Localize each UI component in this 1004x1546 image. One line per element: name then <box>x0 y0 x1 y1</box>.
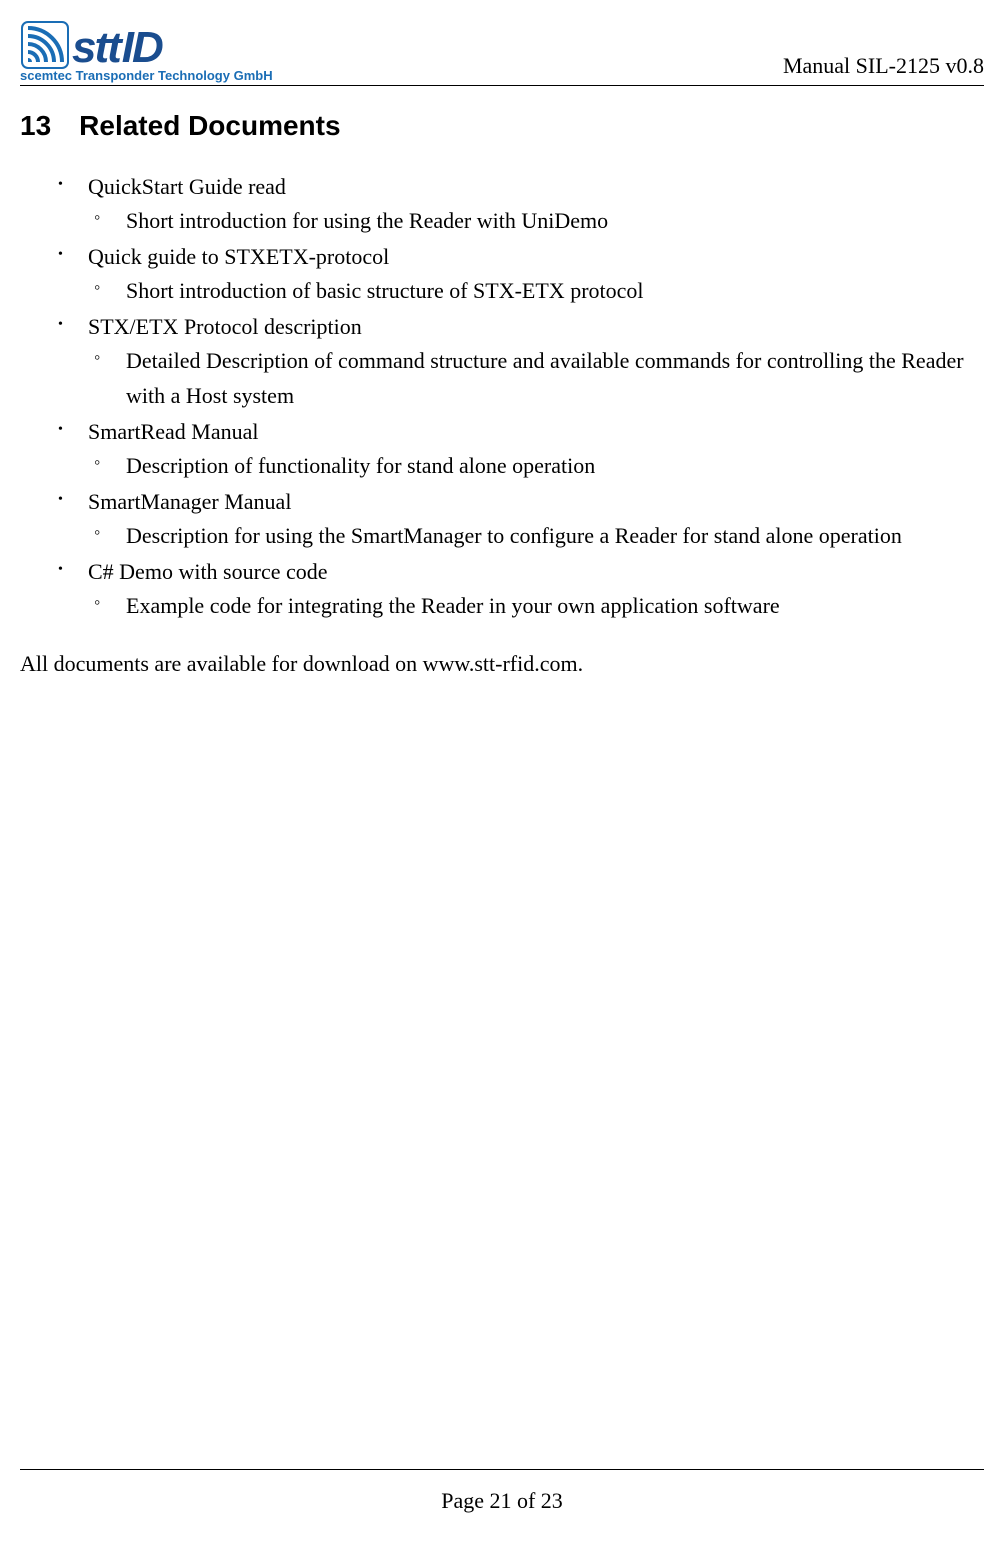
sub-list: Description for using the SmartManager t… <box>88 519 984 553</box>
page-content: 13 Related Documents QuickStart Guide rea… <box>20 110 984 1469</box>
list-item-title: STX/ETX Protocol description <box>88 314 362 339</box>
list-item-title: Quick guide to STXETX-protocol <box>88 244 389 269</box>
logo: sttID scemtec Transponder Technology Gmb… <box>20 20 273 83</box>
section-title: Related Documents <box>79 110 340 141</box>
list-item: SmartManager Manual Description for usin… <box>58 485 984 553</box>
page-number: Page 21 of 23 <box>441 1488 563 1513</box>
sub-item: Example code for integrating the Reader … <box>88 589 984 623</box>
logo-subtitle: scemtec Transponder Technology GmbH <box>20 68 273 83</box>
list-item: STX/ETX Protocol description Detailed De… <box>58 310 984 412</box>
sub-list: Example code for integrating the Reader … <box>88 589 984 623</box>
sub-list: Description of functionality for stand a… <box>88 449 984 483</box>
list-item: C# Demo with source code Example code fo… <box>58 555 984 623</box>
sub-item: Short introduction for using the Reader … <box>88 204 984 238</box>
document-title: Manual SIL-2125 v0.8 <box>783 53 984 83</box>
sub-list: Detailed Description of command structur… <box>88 344 984 412</box>
logo-text-suffix: ID <box>122 26 162 70</box>
sub-list: Short introduction for using the Reader … <box>88 204 984 238</box>
rfid-wave-icon <box>20 20 70 70</box>
page-footer: Page 21 of 23 <box>20 1469 984 1546</box>
section-number: 13 <box>20 110 51 142</box>
list-item: Quick guide to STXETX-protocol Short int… <box>58 240 984 308</box>
closing-paragraph: All documents are available for download… <box>20 651 984 677</box>
list-item-title: C# Demo with source code <box>88 559 328 584</box>
list-item: SmartRead Manual Description of function… <box>58 415 984 483</box>
sub-item: Description for using the SmartManager t… <box>88 519 984 553</box>
page-header: sttID scemtec Transponder Technology Gmb… <box>20 20 984 86</box>
sub-item: Description of functionality for stand a… <box>88 449 984 483</box>
sub-list: Short introduction of basic structure of… <box>88 274 984 308</box>
section-heading: 13 Related Documents <box>20 110 984 142</box>
logo-top-row: sttID <box>20 20 162 70</box>
page-container: sttID scemtec Transponder Technology Gmb… <box>0 0 1004 1546</box>
list-item-title: SmartManager Manual <box>88 489 291 514</box>
sub-item: Short introduction of basic structure of… <box>88 274 984 308</box>
sub-item: Detailed Description of command structur… <box>88 344 984 412</box>
list-item: QuickStart Guide read Short introduction… <box>58 170 984 238</box>
list-item-title: QuickStart Guide read <box>88 174 286 199</box>
list-item-title: SmartRead Manual <box>88 419 258 444</box>
logo-text-main: stt <box>72 26 120 70</box>
related-documents-list: QuickStart Guide read Short introduction… <box>20 170 984 623</box>
